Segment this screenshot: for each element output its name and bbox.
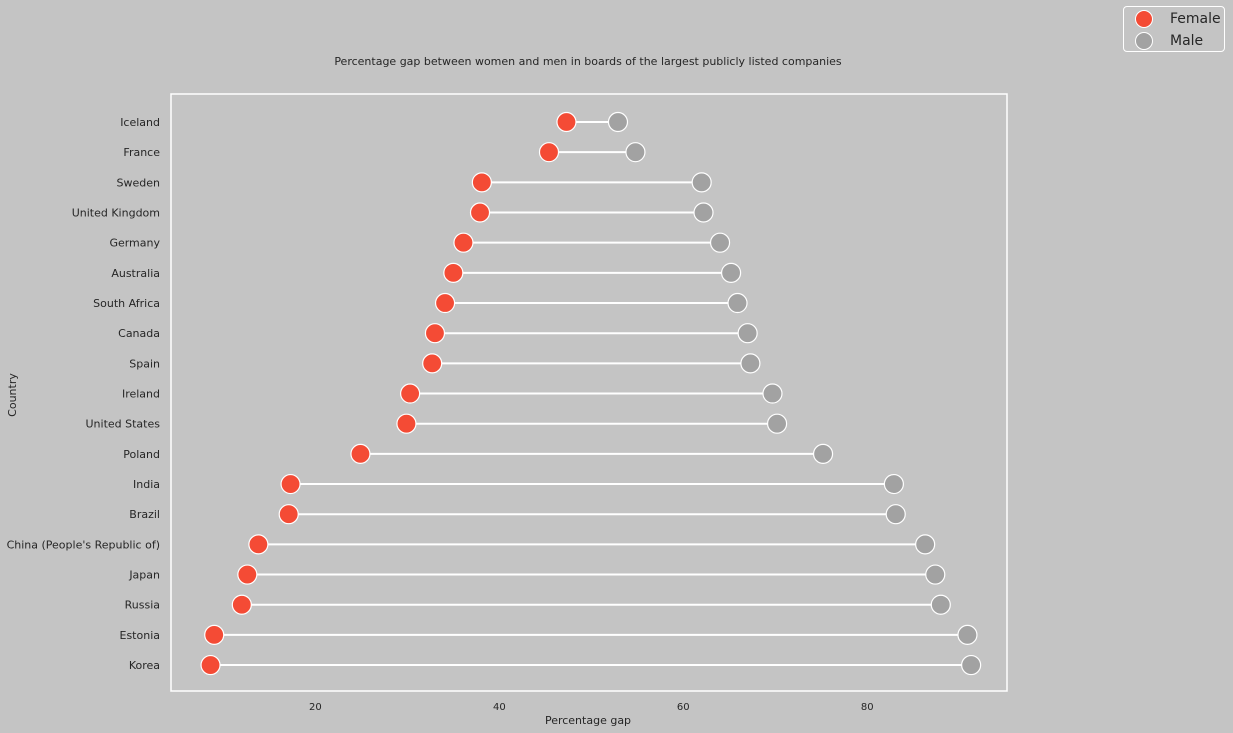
y-tick-label: China (People's Republic of) (7, 538, 160, 551)
male-point (625, 142, 646, 163)
male-point (925, 564, 946, 585)
y-tick-label: Estonia (120, 629, 161, 642)
male-point (727, 292, 748, 314)
male-point (915, 534, 936, 555)
y-tick-label: Japan (128, 569, 160, 582)
female-point (556, 111, 577, 133)
female-point (453, 232, 474, 253)
female-point (350, 443, 371, 464)
female-point (204, 624, 225, 645)
male-point (720, 262, 742, 283)
female-point (443, 262, 464, 283)
legend-item-male: Male (1124, 30, 1224, 52)
female-point (422, 353, 443, 374)
male-point (740, 353, 761, 374)
x-tick-label: 80 (861, 702, 874, 713)
y-tick-label: Ireland (122, 388, 160, 401)
y-tick-label: South Africa (93, 297, 160, 310)
y-tick-label: Russia (125, 599, 160, 612)
male-point (766, 413, 788, 434)
female-marker-icon (1135, 10, 1153, 28)
male-marker-icon (1135, 32, 1153, 50)
legend-item-female: Female (1124, 8, 1224, 30)
x-tick-labels: 20 40 60 80 (309, 702, 874, 713)
female-point (471, 172, 492, 193)
y-tick-label: Iceland (120, 116, 160, 129)
male-series (607, 111, 982, 676)
x-tick-label: 40 (493, 702, 506, 713)
female-point (400, 383, 421, 404)
chart-title: Percentage gap between women and men in … (334, 55, 842, 68)
female-point (237, 564, 258, 585)
male-point (693, 202, 714, 223)
female-point (424, 323, 446, 344)
female-point (231, 594, 252, 615)
y-tick-label: France (123, 146, 160, 159)
legend: Female Male (1123, 6, 1225, 52)
female-point (396, 413, 417, 434)
y-tick-label: Korea (129, 659, 160, 672)
x-axis-label: Percentage gap (545, 714, 631, 727)
female-point (538, 142, 560, 163)
male-point (957, 624, 978, 645)
plot-area (170, 93, 1008, 692)
y-tick-label: India (133, 478, 160, 491)
y-tick-label: Spain (129, 357, 160, 370)
y-tick-label: United States (86, 418, 161, 431)
y-tick-label: Australia (111, 267, 160, 280)
male-point (961, 654, 982, 676)
female-point (248, 534, 269, 555)
y-tick-label: Brazil (129, 508, 160, 521)
y-tick-label: Poland (123, 448, 160, 461)
male-point (762, 383, 783, 404)
female-point (200, 654, 221, 676)
female-point (278, 504, 299, 525)
x-tick-label: 60 (677, 702, 690, 713)
connector-lines (210, 121, 972, 667)
female-series (200, 111, 577, 676)
x-tick-label: 20 (309, 702, 322, 713)
y-tick-labels: Iceland France Sweden United Kingdom Germany… (7, 116, 161, 672)
female-point (434, 292, 456, 314)
female-point (280, 473, 301, 495)
y-tick-label: Sweden (117, 176, 160, 189)
y-tick-label: Canada (118, 327, 160, 340)
legend-label-male: Male (1170, 33, 1204, 49)
male-point (812, 443, 834, 464)
legend-label-female: Female (1170, 11, 1221, 27)
male-point (930, 594, 951, 615)
male-point (691, 172, 712, 193)
y-tick-label: Germany (109, 237, 160, 250)
y-axis-label: Country (6, 373, 19, 417)
female-point (469, 202, 491, 223)
male-point (885, 504, 906, 525)
male-point (737, 323, 758, 344)
male-point (709, 232, 731, 253)
male-point (607, 111, 629, 133)
y-tick-label: United Kingdom (72, 207, 160, 220)
male-point (883, 473, 904, 495)
